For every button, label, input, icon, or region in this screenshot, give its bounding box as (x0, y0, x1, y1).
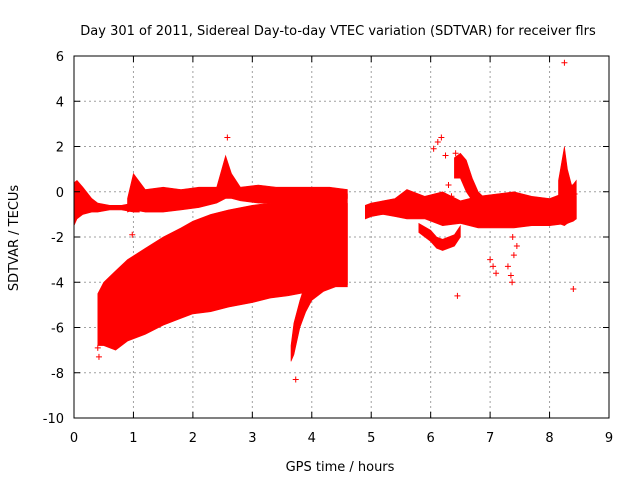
x-tick-label: 6 (427, 431, 435, 446)
x-tick-label: 0 (70, 431, 78, 446)
data-point (308, 272, 315, 279)
data-point (129, 231, 136, 238)
data-points (94, 59, 578, 383)
y-tick-label: 2 (56, 141, 64, 156)
data-point (570, 286, 577, 293)
data-point (567, 181, 574, 188)
x-tick-label: 9 (605, 431, 613, 446)
y-tick-label: -6 (51, 322, 64, 337)
data-cluster (73, 179, 140, 226)
y-tick-label: -8 (51, 367, 64, 382)
data-cluster (290, 203, 348, 362)
data-point (430, 145, 437, 152)
y-tick-label: -4 (51, 276, 64, 291)
data-point (442, 152, 449, 159)
data-point (513, 243, 520, 250)
x-tick-label: 4 (308, 431, 316, 446)
x-axis-ticks: 0 1 2 3 4 5 6 7 8 9 (70, 56, 613, 446)
data-point (507, 272, 514, 279)
data-point (493, 270, 500, 277)
data-point (224, 134, 231, 141)
x-tick-label: 3 (248, 431, 256, 446)
x-tick-label: 7 (486, 431, 494, 446)
data-cluster (127, 154, 348, 213)
data-point (510, 252, 517, 259)
data-cluster (558, 146, 577, 227)
y-tick-label: 0 (56, 186, 64, 201)
data-point (434, 138, 441, 145)
y-tick-label: -10 (43, 412, 64, 427)
data-point (292, 376, 299, 383)
x-tick-label: 5 (367, 431, 375, 446)
data-point (95, 353, 102, 360)
x-tick-label: 1 (129, 431, 137, 446)
data-cluster (454, 152, 491, 218)
data-point (454, 292, 461, 299)
data-point (509, 234, 516, 240)
data-point (504, 263, 511, 270)
data-cluster (418, 222, 461, 251)
data-clusters (73, 146, 577, 362)
x-tick-label: 2 (189, 431, 197, 446)
data-point (452, 150, 459, 157)
data-point (487, 256, 494, 263)
chart-title: Day 301 of 2011, Sidereal Day-to-day VTE… (80, 24, 596, 39)
data-point (509, 279, 516, 286)
y-axis-label: SDTVAR / TECUs (7, 185, 22, 292)
data-point (457, 157, 464, 164)
data-point (94, 344, 101, 351)
y-tick-label: -2 (51, 231, 64, 246)
y-tick-label: 6 (56, 50, 64, 65)
x-axis-label: GPS time / hours (286, 460, 395, 475)
x-tick-label: 8 (545, 431, 553, 446)
y-axis-ticks: -10 -8 -6 -4 -2 0 2 4 6 (43, 50, 609, 427)
y-tick-label: 4 (56, 95, 64, 110)
data-point (490, 263, 497, 270)
data-point (443, 204, 450, 211)
data-point (445, 181, 452, 188)
data-point (448, 193, 455, 200)
data-point (438, 134, 445, 141)
data-point (561, 59, 568, 66)
data-point (571, 191, 578, 198)
